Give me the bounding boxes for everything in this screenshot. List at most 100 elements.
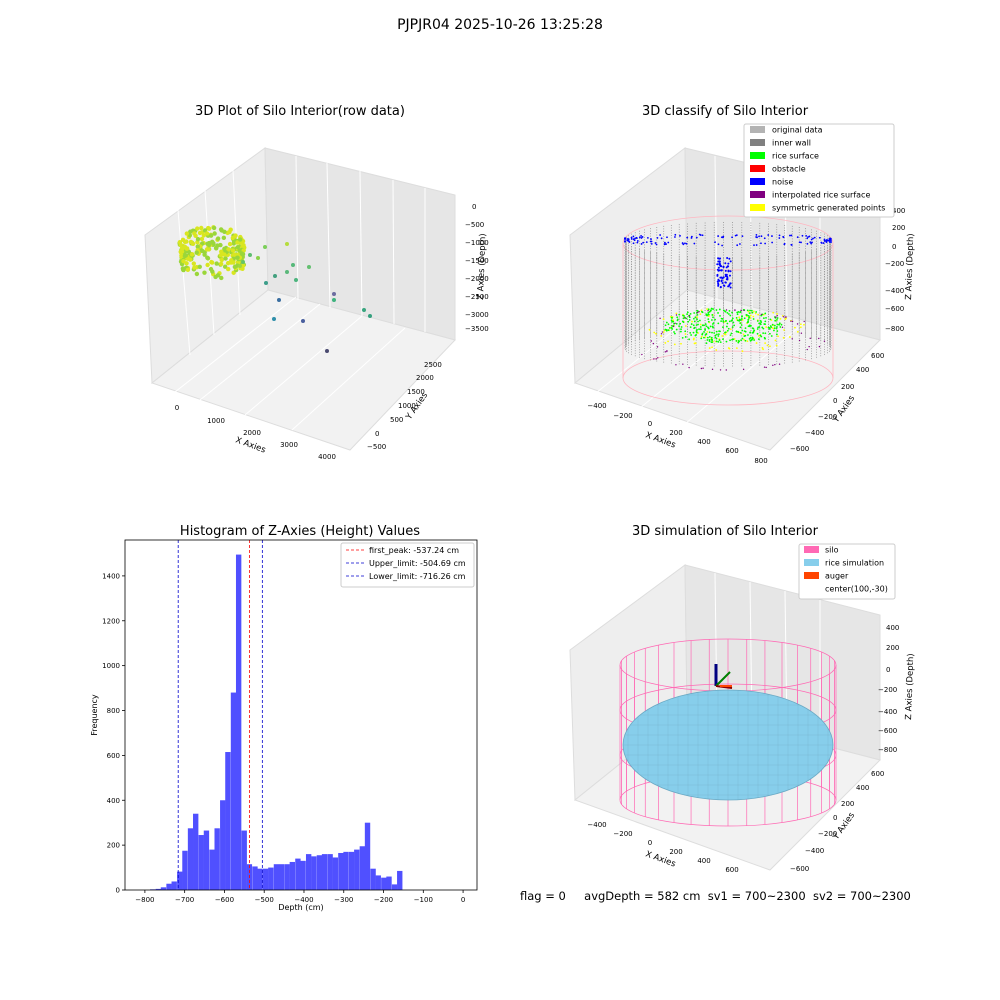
svg-text:−400: −400 xyxy=(805,429,824,437)
histogram-bar xyxy=(397,870,403,890)
histogram-x-tick-label: −200 xyxy=(374,896,393,904)
svg-text:−600: −600 xyxy=(790,865,809,873)
histogram-bar xyxy=(343,851,349,890)
svg-text:600: 600 xyxy=(871,770,884,778)
svg-text:−400: −400 xyxy=(805,847,824,855)
histogram-bar xyxy=(332,857,338,890)
histogram-bar xyxy=(300,860,306,890)
svg-text:−2500: −2500 xyxy=(465,293,489,301)
plot1-title: 3D Plot of Silo Interior(row data) xyxy=(195,104,405,119)
auger-marker xyxy=(714,664,733,689)
histogram-xlabel: Depth (cm) xyxy=(278,903,323,912)
svg-text:400: 400 xyxy=(856,366,869,374)
svg-text:600: 600 xyxy=(871,352,884,360)
histogram-x-tick-label: −600 xyxy=(215,896,234,904)
histogram-x-tick-label: −100 xyxy=(414,896,433,904)
plot4-zlabel: Z Axies (Depth) xyxy=(904,653,916,720)
histogram-y-tick-label: 0 xyxy=(116,887,120,895)
svg-text:−1000: −1000 xyxy=(465,239,489,247)
svg-text:1000: 1000 xyxy=(398,402,416,410)
svg-text:−600: −600 xyxy=(878,727,897,735)
histogram-bar xyxy=(160,887,167,890)
svg-text:200: 200 xyxy=(892,224,905,232)
histogram-legend-entry: first_peak: -537.24 cm xyxy=(369,546,459,555)
histogram-bar xyxy=(268,867,274,890)
svg-text:−600: −600 xyxy=(790,445,809,453)
svg-text:400: 400 xyxy=(697,438,710,446)
histogram-x-tick-label: −500 xyxy=(255,896,274,904)
histogram-bar xyxy=(155,888,161,890)
plot2-legend-entry: rice surface xyxy=(772,152,819,161)
plot2-legend-entry: interpolated rice surface xyxy=(772,191,870,200)
histogram-y-tick-label: 200 xyxy=(107,842,120,850)
svg-text:4000: 4000 xyxy=(318,453,336,461)
histogram-y-tick-label: 1400 xyxy=(102,572,120,580)
figure-title: PJPJR04 2025-10-26 13:25:28 xyxy=(397,17,603,33)
histogram-bar xyxy=(182,850,188,890)
plot2-legend-entry: symmetric generated points xyxy=(772,204,885,213)
histogram-bar xyxy=(295,858,301,890)
svg-text:200: 200 xyxy=(669,429,682,437)
plot4-legend-entry: rice simulation xyxy=(825,559,884,568)
status-avg-depth: avgDepth = 582 cm xyxy=(584,889,701,903)
svg-text:200: 200 xyxy=(841,383,854,391)
histogram-bar xyxy=(177,871,183,890)
status-line: flag = 0 avgDepth = 582 cm sv1 = 700~230… xyxy=(520,889,911,903)
histogram-x-tick-label: −300 xyxy=(334,896,353,904)
histogram-bar xyxy=(391,884,398,890)
svg-text:800: 800 xyxy=(754,457,767,465)
histogram-y-tick-label: 800 xyxy=(107,707,120,715)
histogram-bar xyxy=(321,854,328,890)
svg-text:−200: −200 xyxy=(885,260,904,268)
svg-text:200: 200 xyxy=(886,644,899,652)
svg-text:−1500: −1500 xyxy=(465,257,489,265)
histogram-bar xyxy=(381,877,387,890)
plot2-legend-entry: original data xyxy=(772,126,823,135)
plot1-3d-axes: 0 1000 2000 3000 4000 −500 0 500 1000 1500… xyxy=(144,147,489,461)
histogram-bar xyxy=(316,855,323,890)
plot2-zlabel: Z Axies (Depth) xyxy=(904,233,916,300)
histogram-bar xyxy=(386,876,392,890)
svg-text:3000: 3000 xyxy=(280,441,298,449)
svg-text:−400: −400 xyxy=(587,821,606,829)
histogram-x-tick-label: −700 xyxy=(175,896,194,904)
histogram-bar xyxy=(305,854,312,890)
histogram-bar xyxy=(257,868,263,890)
svg-text:600: 600 xyxy=(725,447,738,455)
svg-text:2000: 2000 xyxy=(243,429,261,437)
svg-text:−200: −200 xyxy=(878,686,897,694)
histogram-bar xyxy=(348,851,355,890)
svg-text:−800: −800 xyxy=(885,325,904,333)
plot1-xlabel: X Axies xyxy=(234,435,267,455)
histogram-bar xyxy=(359,846,366,890)
histogram-x-tick-label: −400 xyxy=(294,896,313,904)
svg-text:0: 0 xyxy=(833,814,837,822)
histogram-bar xyxy=(193,813,199,890)
plot4-legend-entry: silo xyxy=(825,546,839,555)
histogram-bar xyxy=(235,554,242,890)
histogram-bar xyxy=(171,881,177,890)
histogram-bar xyxy=(198,835,204,890)
histogram-ylabel: Frequency xyxy=(90,694,99,736)
plot1-zlabel: Z Axies (Depth) xyxy=(476,233,488,300)
histogram-bar xyxy=(252,866,258,890)
status-sv2: sv2 = 700~2300 xyxy=(812,889,911,903)
svg-text:0: 0 xyxy=(648,420,652,428)
svg-text:200: 200 xyxy=(669,848,682,856)
histogram-bar xyxy=(364,822,371,890)
svg-text:0: 0 xyxy=(886,666,890,674)
svg-text:0: 0 xyxy=(833,397,837,405)
histogram-bar xyxy=(327,854,333,890)
svg-text:−500: −500 xyxy=(465,221,484,229)
svg-text:200: 200 xyxy=(841,800,854,808)
svg-text:−200: −200 xyxy=(613,412,632,420)
histogram-bar xyxy=(214,828,220,890)
histogram-y-tick-label: 400 xyxy=(107,797,120,805)
svg-text:−500: −500 xyxy=(367,443,386,451)
plot2-legend-entry: obstacle xyxy=(772,165,806,174)
svg-text:−200: −200 xyxy=(818,830,837,838)
status-sv1: sv1 = 700~2300 xyxy=(707,889,806,903)
histogram-bar xyxy=(203,830,210,890)
histogram-y-tick-label: 1200 xyxy=(102,617,120,625)
